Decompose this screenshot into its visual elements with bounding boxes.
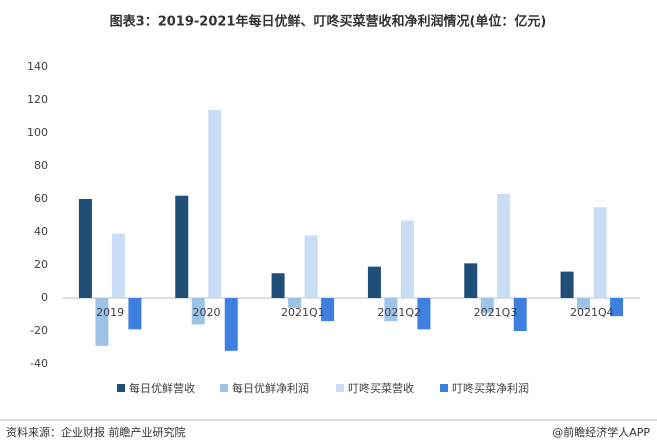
y-tick-label: 60 <box>34 192 48 205</box>
x-tick-label: 2021Q2 <box>377 306 421 319</box>
bar <box>95 298 109 346</box>
bar <box>497 194 511 298</box>
bar <box>560 271 574 298</box>
x-tick-label: 2021Q1 <box>281 306 325 319</box>
bar <box>304 235 318 298</box>
x-tick-label: 2021Q3 <box>474 306 518 319</box>
legend-swatch <box>117 384 125 392</box>
bar <box>464 263 478 298</box>
bar <box>111 233 125 298</box>
source: 资料来源：企业财报 前瞻产业研究院 <box>6 425 186 439</box>
chart-title: 图表3：2019-2021年每日优鲜、叮咚买菜营收和净利润情况(单位：亿元) <box>110 14 547 30</box>
credit: @前瞻经济学人APP <box>552 425 650 439</box>
legend-label: 每日优鲜净利润 <box>232 381 309 395</box>
bar <box>191 298 205 325</box>
y-tick-label: 80 <box>34 159 48 172</box>
y-tick-label: -40 <box>30 357 48 370</box>
bar <box>577 298 591 310</box>
y-tick-label: 120 <box>27 93 48 106</box>
bar <box>400 220 414 298</box>
legend-label: 每日优鲜营收 <box>129 381 195 395</box>
bar <box>208 109 222 299</box>
x-tick-label: 2019 <box>96 306 124 319</box>
bar <box>384 298 398 322</box>
legend-label: 叮咚买菜营收 <box>348 381 414 395</box>
bar <box>224 298 238 351</box>
bar <box>128 298 142 330</box>
y-tick-label: 20 <box>34 258 48 271</box>
bar <box>417 298 431 330</box>
y-tick-label: 100 <box>27 126 48 139</box>
bar <box>271 273 285 298</box>
bar <box>78 199 92 298</box>
legend-swatch <box>220 384 228 392</box>
legend-swatch <box>336 384 344 392</box>
bar <box>321 298 335 322</box>
bar <box>175 195 189 298</box>
bar <box>513 298 527 331</box>
bar <box>610 298 624 317</box>
bar <box>480 298 494 313</box>
x-tick-label: 2021Q4 <box>570 306 614 319</box>
y-tick-label: 0 <box>41 291 48 304</box>
legend-label: 叮咚买菜净利润 <box>452 381 529 395</box>
y-tick-label: 140 <box>27 60 48 73</box>
y-tick-label: 40 <box>34 225 48 238</box>
bar <box>367 266 381 298</box>
y-tick-label: -20 <box>30 324 48 337</box>
legend-swatch <box>440 384 448 392</box>
bar <box>593 207 607 298</box>
x-tick-label: 2020 <box>193 306 221 319</box>
bar <box>288 298 302 308</box>
